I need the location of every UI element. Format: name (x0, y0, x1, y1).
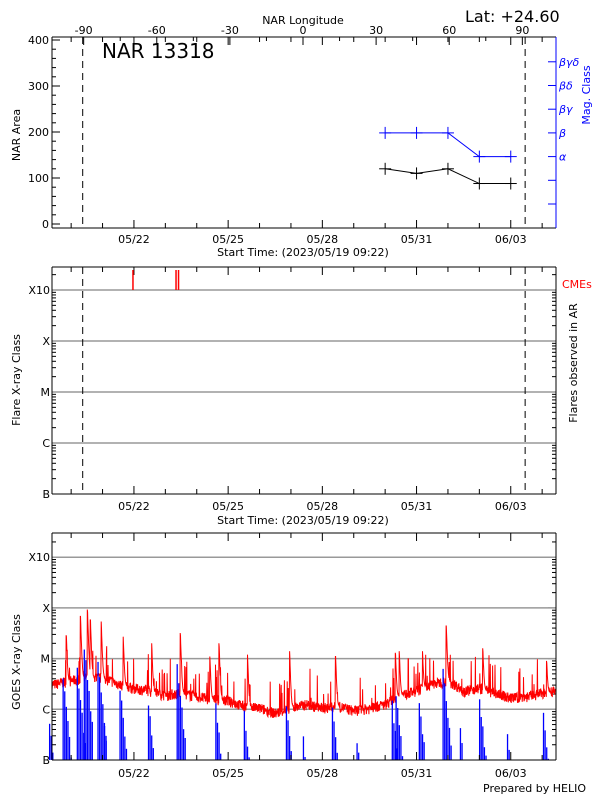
longitude-tick-label: -30 (221, 24, 239, 37)
x-tick-label: 05/31 (401, 767, 433, 780)
x-tick-label: 05/28 (306, 500, 338, 513)
flares-observed-axis-title: Flares observed in AR (567, 303, 580, 423)
y-tick-label: 400 (28, 34, 49, 47)
nar-area-panel: 0 100 200 300 400 -90 -60 -30 0 30 60 90 05/22 05/25 0… (28, 24, 580, 246)
y-tick-label-x10: X10 (28, 551, 50, 564)
mag-class-axis-title: Mag. Class (580, 65, 593, 124)
longitude-tick-label: 60 (442, 24, 456, 37)
mag-class-label: βγδ (558, 56, 580, 69)
y-tick-label: 100 (28, 172, 49, 185)
panel1-x-axis-title: Start Time: (2023/05/19 09:22) (217, 246, 389, 259)
x-tick-label: 05/31 (401, 500, 433, 513)
mag-class-label: βγ (558, 103, 573, 116)
longitude-tick-label: 90 (515, 24, 529, 37)
longitude-tick-label: -60 (148, 24, 166, 37)
x-tick-label: 06/03 (495, 767, 527, 780)
x-tick-label: 05/31 (401, 233, 433, 246)
x-tick-label: 05/22 (118, 233, 150, 246)
y-tick-label-b: B (42, 488, 50, 501)
y-tick-label-x: X (42, 602, 50, 615)
x-tick-label: 05/22 (118, 500, 150, 513)
x-tick-label: 05/22 (118, 767, 150, 780)
x-tick-label: 05/25 (212, 233, 244, 246)
longitude-tick-label: 30 (369, 24, 383, 37)
region-title: NAR 13318 (102, 39, 215, 63)
y-tick-label-x10: X10 (28, 284, 50, 297)
y-tick-label: 200 (28, 126, 49, 139)
nar-area-axis-title: NAR Area (10, 109, 23, 161)
prepared-by-label: Prepared by HELIO (483, 782, 586, 795)
flare-class-axis-title: Flare X-ray Class (10, 334, 23, 426)
mag-class-label: α (559, 151, 567, 164)
y-tick-label-x: X (42, 335, 50, 348)
y-tick-label-b: B (42, 754, 50, 767)
cmes-label: CMEs (562, 278, 592, 291)
y-tick-label-c: C (42, 703, 50, 716)
x-tick-label: 05/28 (306, 767, 338, 780)
y-tick-label-c: C (42, 437, 50, 450)
goes-xray-panel: B C M X X10 05/22 05/25 05/28 05/31 06/03 (28, 532, 557, 780)
y-tick-label-m: M (41, 653, 51, 666)
x-tick-label: 05/25 (212, 767, 244, 780)
x-tick-label: 05/28 (306, 233, 338, 246)
flare-class-panel: B C M X X10 05/22 05/25 05/28 05/31 06/03 (28, 266, 557, 513)
longitude-tick-label: -90 (75, 24, 93, 37)
x-tick-label: 06/03 (495, 500, 527, 513)
longitude-tick-label: 0 (300, 24, 307, 37)
y-tick-label: 300 (28, 80, 49, 93)
latitude-label: Lat: +24.60 (465, 7, 560, 26)
y-tick-label: 0 (42, 218, 49, 231)
goes-class-axis-title: GOES X-ray Class (10, 614, 23, 710)
y-tick-label-m: M (41, 386, 51, 399)
mag-class-label: β (558, 127, 566, 140)
longitude-axis-title: NAR Longitude (262, 14, 344, 27)
x-tick-label: 06/03 (495, 233, 527, 246)
mag-class-label: βδ (558, 80, 573, 93)
x-tick-label: 05/25 (212, 500, 244, 513)
panel2-x-axis-title: Start Time: (2023/05/19 09:22) (217, 514, 389, 527)
goes-long-channel-line (51, 609, 557, 719)
